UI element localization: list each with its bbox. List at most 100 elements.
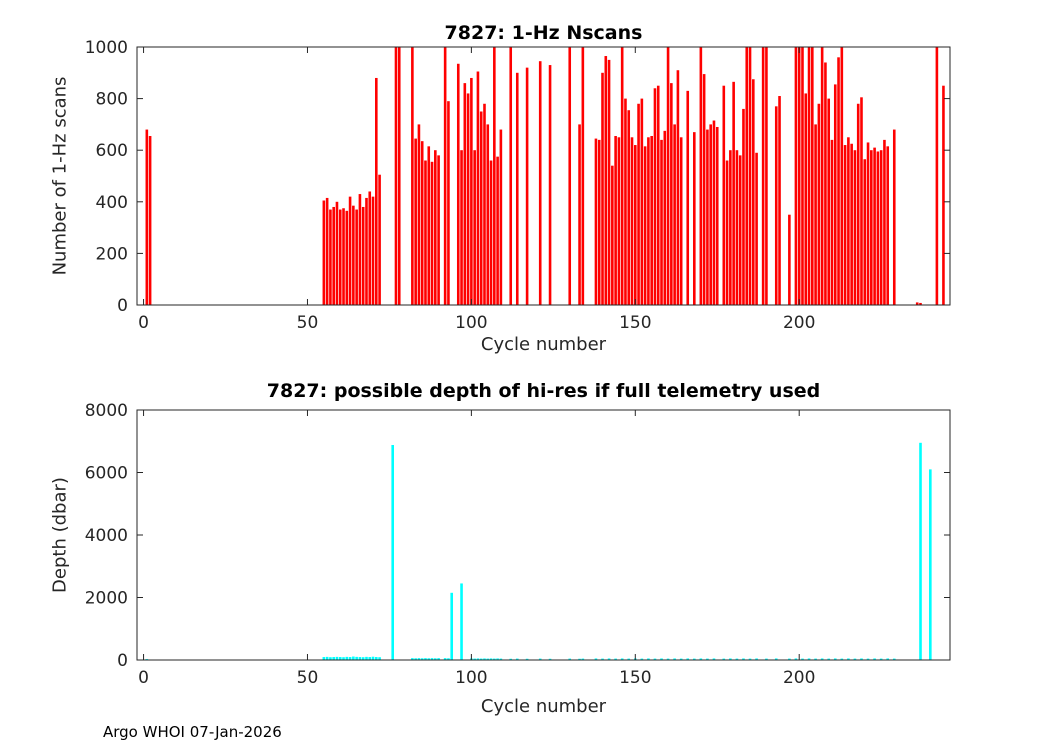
bar xyxy=(581,658,585,660)
bar xyxy=(811,47,814,305)
bar xyxy=(375,657,378,660)
bar xyxy=(614,136,617,305)
bar xyxy=(788,214,791,305)
bar xyxy=(679,137,683,305)
bar xyxy=(866,658,870,660)
bar xyxy=(755,658,758,660)
bar xyxy=(729,150,732,305)
bar xyxy=(348,196,352,305)
bar xyxy=(847,658,850,660)
bar xyxy=(670,83,673,306)
bar xyxy=(335,656,339,661)
bar xyxy=(148,136,152,305)
bar xyxy=(375,77,378,306)
bar xyxy=(338,657,342,660)
x-tick-label: 0 xyxy=(138,668,149,688)
bar xyxy=(427,658,431,660)
bar xyxy=(499,658,503,660)
bar xyxy=(840,47,844,305)
bar xyxy=(847,137,850,305)
bar xyxy=(765,47,768,305)
bar xyxy=(827,658,831,660)
bar xyxy=(489,160,493,305)
bar xyxy=(486,658,490,660)
bar xyxy=(833,84,837,305)
nscans-y-axis-label: Number of 1-Hz scans xyxy=(49,76,71,276)
bar xyxy=(325,656,329,661)
bar xyxy=(686,90,690,305)
bar xyxy=(417,658,421,661)
bar xyxy=(525,658,529,660)
bar xyxy=(548,658,552,660)
bar xyxy=(378,657,381,660)
bar xyxy=(722,85,726,305)
bar xyxy=(476,658,480,660)
bar xyxy=(676,70,680,305)
bar xyxy=(673,658,676,660)
bar xyxy=(660,658,663,660)
bar xyxy=(335,201,339,305)
x-tick-label: 200 xyxy=(783,668,815,688)
bar xyxy=(424,658,427,661)
bar xyxy=(761,47,765,305)
nscans-plot-area: 0 50 100 150 200 0 200 400 600 800 1000 xyxy=(85,38,951,333)
depth-y-axis-label: Depth (dbar) xyxy=(49,477,71,593)
bar xyxy=(729,658,732,660)
x-tick-label: 50 xyxy=(297,313,319,333)
bar xyxy=(853,658,857,660)
bar xyxy=(607,658,611,660)
bar xyxy=(892,129,896,305)
bar xyxy=(466,93,470,305)
bar xyxy=(650,136,653,305)
bar xyxy=(735,150,739,305)
bar xyxy=(479,111,483,305)
y-tick-label: 4000 xyxy=(85,526,128,546)
bar xyxy=(332,657,335,660)
bar xyxy=(666,47,670,305)
bar xyxy=(145,129,149,305)
bar xyxy=(653,88,657,305)
bar xyxy=(886,658,890,660)
bar xyxy=(663,130,667,305)
bar xyxy=(935,47,939,305)
y-tick-label: 800 xyxy=(96,90,128,110)
bar xyxy=(883,139,886,305)
bar xyxy=(627,110,631,306)
bar xyxy=(355,209,358,305)
bar xyxy=(653,658,657,660)
bar xyxy=(414,138,417,305)
bar xyxy=(329,209,332,305)
bar xyxy=(417,124,421,306)
bar xyxy=(660,139,663,305)
bar xyxy=(915,302,919,305)
bar xyxy=(538,61,542,305)
bar xyxy=(919,302,922,305)
bar xyxy=(548,65,552,305)
nscans-chart: 0 50 100 150 200 0 200 400 600 800 1000 7827: 1-Hz… xyxy=(0,0,1050,368)
y-tick-label: 200 xyxy=(96,244,128,264)
bar xyxy=(489,658,493,660)
bar xyxy=(722,658,726,660)
bar xyxy=(643,146,647,305)
bar xyxy=(493,658,496,660)
bar xyxy=(594,138,598,305)
bar xyxy=(624,98,627,305)
bar xyxy=(411,658,414,661)
x-tick-label: 100 xyxy=(455,668,487,688)
bar xyxy=(348,657,352,660)
y-tick-label: 600 xyxy=(96,141,128,161)
bar xyxy=(499,129,503,305)
bar xyxy=(715,126,719,305)
bar xyxy=(870,150,873,305)
bar xyxy=(434,150,437,305)
bar xyxy=(617,137,621,305)
x-tick-label: 150 xyxy=(619,668,651,688)
bar xyxy=(509,658,513,660)
bar xyxy=(735,658,739,660)
bar xyxy=(637,103,640,305)
bar xyxy=(886,146,890,305)
bar xyxy=(525,67,529,305)
bar xyxy=(355,656,358,661)
nscans-chart-title: 7827: 1-Hz Nscans xyxy=(444,22,643,44)
